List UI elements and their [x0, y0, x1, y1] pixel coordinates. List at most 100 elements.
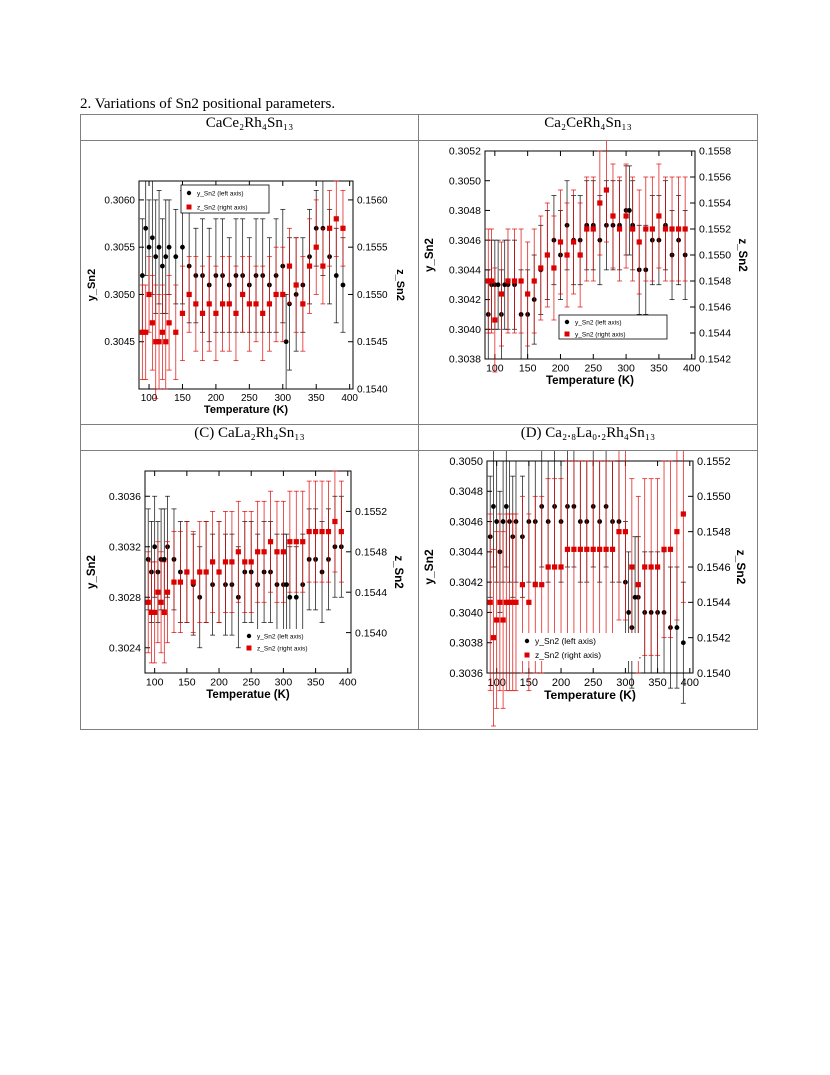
y2-tick-label: 0.1558	[699, 146, 731, 158]
y2-tick-label: 0.1552	[355, 506, 387, 518]
data-point	[636, 239, 642, 245]
y2-tick-label: 0.1556	[699, 172, 731, 184]
data-point	[674, 625, 680, 630]
data-point	[242, 559, 248, 565]
y-tick-label: 0.3032	[109, 541, 141, 553]
y2-tick-label: 0.1544	[699, 328, 731, 340]
x-tick-label: 300	[617, 363, 635, 375]
x-tick-label: 150	[178, 677, 196, 689]
legend-label: z_Sn2 (right axis)	[535, 650, 601, 660]
data-point	[333, 216, 339, 222]
data-point	[551, 265, 557, 271]
data-point	[518, 278, 524, 284]
data-point	[139, 273, 145, 278]
data-point	[662, 226, 669, 232]
panel-c-cell: 100 150 200 250 300 350 400 0.3024 0.3028 0.3032 0…	[80, 450, 419, 730]
legend-marker	[246, 645, 252, 651]
legend-label: y_Sn2 (left axis)	[257, 633, 304, 640]
data-point	[497, 599, 503, 605]
legend-marker	[524, 638, 530, 644]
data-point	[286, 263, 293, 269]
data-point	[280, 291, 286, 298]
y-tick-label: 0.3042	[449, 294, 481, 306]
data-point	[675, 226, 682, 232]
data-point	[146, 291, 152, 298]
data-point	[623, 213, 629, 219]
plot-frame	[144, 470, 352, 674]
legend-marker	[186, 204, 192, 210]
data-point	[597, 200, 603, 206]
data-point	[667, 546, 674, 552]
data-point	[184, 569, 190, 575]
data-point	[199, 310, 206, 316]
data-point	[139, 329, 145, 335]
x-tick-label: 200	[552, 677, 570, 689]
figure-caption: 2. Variations of Sn2 positional paramete…	[80, 96, 336, 112]
data-point	[300, 301, 306, 307]
data-point	[511, 278, 518, 284]
data-point	[494, 519, 500, 524]
data-point	[156, 244, 162, 250]
legend-label: z_Sn2 (right axis)	[197, 204, 248, 211]
data-point	[159, 329, 166, 335]
data-point	[332, 518, 338, 525]
y-tick-label: 0.3045	[104, 337, 135, 348]
x-axis-label: Temperature (K)	[204, 404, 288, 416]
y-tick-label: 0.3038	[449, 354, 481, 366]
y2-tick-label: 0.1545	[357, 337, 388, 348]
x-tick-label: 200	[552, 363, 570, 375]
data-point	[622, 529, 629, 535]
chart-c: 100 150 200 250 300 350 400 0.3024 0.3028 0.3032 0…	[86, 470, 404, 701]
data-point	[166, 320, 172, 326]
data-point	[539, 582, 545, 588]
data-point	[274, 549, 280, 555]
chart-b: 100 150 200 250 300 350 4000.30380.30400.30420…	[424, 141, 748, 387]
legend-box	[558, 314, 668, 340]
y-tick-label: 0.3042	[449, 577, 483, 589]
x-tick-label: 400	[339, 677, 357, 689]
x-axis-label: Temperatue (K)	[206, 689, 290, 701]
y-tick-label: 0.3055	[104, 243, 135, 254]
y-tick-label: 0.3024	[109, 642, 141, 654]
data-point	[680, 511, 686, 517]
x-axis-label: Temperature (K)	[546, 375, 634, 387]
data-point	[325, 529, 332, 535]
data-point	[656, 213, 662, 219]
y-tick-label: 0.3052	[449, 146, 481, 158]
data-point	[564, 546, 571, 552]
y-tick-label: 0.3060	[104, 195, 135, 206]
chart-d: 100 150 200 250 300 350 4000.30360.30380.30400…	[422, 451, 748, 727]
data-point	[487, 599, 493, 605]
data-point	[545, 564, 551, 570]
y-tick-label: 0.3036	[109, 491, 141, 503]
panel-b-cell: 100 150 200 250 300 350 400 0.3038 0.3040 0.3042 0…	[418, 140, 758, 425]
data-point	[173, 254, 179, 260]
legend-marker	[186, 190, 192, 196]
y2-tick-label: 0.1540	[355, 627, 387, 639]
y2-tick-label: 0.1548	[355, 546, 387, 558]
data-point	[233, 310, 239, 316]
y2-tick-label: 0.1546	[697, 562, 731, 574]
data-point	[155, 589, 161, 595]
x-tick-label: 400	[341, 393, 358, 404]
x-tick-label: 350	[648, 677, 666, 689]
data-point	[648, 564, 654, 570]
data-point	[209, 559, 216, 565]
data-point	[590, 226, 596, 232]
data-point	[161, 556, 167, 562]
data-point	[629, 564, 635, 570]
legend-box	[241, 629, 341, 653]
y-tick-label: 0.3050	[104, 290, 135, 301]
y-tick-label: 0.3050	[449, 456, 483, 468]
panel-title-c: (C) CaLa₂Rh₄Sn₁₃	[80, 424, 419, 451]
data-point	[229, 559, 235, 565]
data-point	[495, 282, 501, 288]
data-point	[577, 546, 583, 552]
data-point	[255, 549, 261, 555]
data-point	[166, 244, 172, 250]
y2-tick-label: 0.1546	[699, 302, 731, 314]
plot-frame	[138, 180, 354, 390]
x-tick-label: 350	[307, 677, 325, 689]
x-tick-label: 250	[584, 677, 602, 689]
y-tick-label: 0.3038	[449, 638, 483, 650]
